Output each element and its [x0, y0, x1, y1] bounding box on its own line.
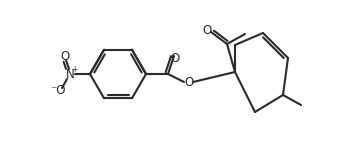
Text: ⁻O: ⁻O	[50, 84, 66, 97]
Text: O: O	[202, 24, 212, 37]
Text: +: +	[71, 66, 78, 74]
Text: O: O	[184, 76, 194, 89]
Text: O: O	[60, 49, 70, 62]
Text: O: O	[170, 52, 180, 66]
Text: N: N	[66, 67, 74, 80]
